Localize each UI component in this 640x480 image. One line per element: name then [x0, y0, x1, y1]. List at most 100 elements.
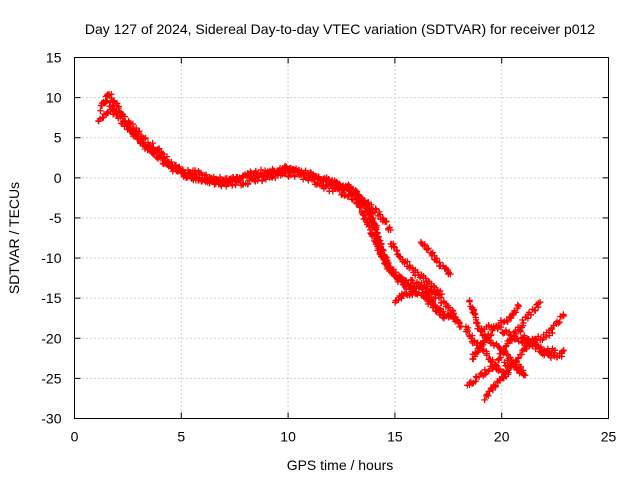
- y-tick-label: 10: [46, 90, 62, 106]
- y-tick-label: 0: [54, 170, 62, 186]
- data-point: [492, 361, 499, 368]
- data-point: [392, 268, 399, 276]
- data-point: [496, 365, 504, 373]
- data-point: [356, 204, 363, 211]
- data-point: [494, 325, 502, 332]
- y-tick-label: -15: [41, 290, 61, 306]
- data-point: [473, 319, 480, 326]
- data-point: [497, 323, 505, 331]
- data-point: [401, 259, 408, 267]
- satellite-track: [423, 290, 461, 325]
- data-point: [405, 281, 412, 288]
- data-point: [385, 259, 392, 267]
- data-point: [481, 396, 488, 404]
- data-point: [512, 309, 519, 316]
- data-point: [489, 326, 496, 333]
- data-point: [379, 246, 386, 253]
- data-point: [109, 102, 117, 109]
- data-point: [206, 179, 213, 187]
- data-point: [493, 362, 500, 369]
- y-tick-label: 15: [46, 50, 62, 66]
- data-point: [512, 363, 519, 370]
- data-point: [368, 201, 375, 209]
- data-point: [142, 134, 149, 142]
- data-point: [413, 288, 420, 295]
- x-axis-label: GPS time / hours: [287, 457, 394, 473]
- data-point: [421, 242, 428, 249]
- data-point: [183, 173, 190, 180]
- y-tick-labels: 15 10 5 0 -5 -10 -15 -20 -25 -30: [41, 50, 61, 427]
- data-point: [358, 208, 366, 215]
- x-tick-label: 20: [494, 429, 510, 445]
- data-point: [102, 98, 110, 106]
- data-point: [514, 301, 521, 309]
- data-point: [136, 128, 143, 135]
- data-point: [453, 317, 461, 324]
- data-point: [531, 307, 539, 314]
- x-tick-labels: 0 5 10 15 20 25: [71, 429, 617, 445]
- satellite-track: [501, 359, 529, 379]
- data-point: [497, 354, 504, 361]
- data-point: [179, 167, 187, 174]
- data-point: [504, 318, 511, 326]
- data-point: [474, 319, 481, 327]
- data-point: [336, 182, 344, 189]
- data-point: [425, 293, 432, 300]
- data-point: [551, 347, 559, 354]
- data-point: [521, 332, 528, 339]
- data-point: [415, 280, 422, 288]
- data-point: [373, 226, 380, 233]
- data-point: [429, 249, 436, 256]
- data-point: [560, 312, 567, 320]
- data-point: [390, 243, 397, 250]
- x-tick-label: 0: [71, 429, 79, 445]
- data-point: [126, 119, 133, 126]
- data-point: [536, 298, 544, 306]
- data-point: [474, 349, 482, 356]
- data-point: [442, 265, 450, 272]
- data-point: [257, 166, 265, 174]
- data-point: [312, 173, 319, 180]
- tick-marks: [74, 57, 609, 419]
- data-point: [423, 290, 431, 297]
- data-point: [508, 315, 515, 322]
- data-point: [501, 359, 508, 366]
- data-point: [115, 103, 122, 110]
- satellite-track: [517, 311, 567, 345]
- data-point: [366, 204, 373, 212]
- data-point: [129, 120, 137, 128]
- data-point: [468, 380, 476, 387]
- data-point: [466, 298, 473, 305]
- data-point: [527, 311, 535, 318]
- data-point: [396, 273, 403, 280]
- data-point: [403, 290, 410, 298]
- y-tick-label: -30: [41, 411, 61, 427]
- data-point: [371, 235, 378, 243]
- data-point: [275, 168, 282, 176]
- data-point: [375, 245, 382, 252]
- data-point: [323, 177, 330, 184]
- y-tick-label: -25: [41, 370, 61, 386]
- data-point: [509, 311, 516, 319]
- data-point: [507, 332, 514, 339]
- data-point: [531, 335, 539, 343]
- data-point: [501, 346, 508, 354]
- data-point: [518, 351, 525, 358]
- satellite-track: [526, 339, 567, 362]
- data-point: [202, 171, 210, 178]
- data-point: [468, 332, 476, 339]
- x-tick-label: 25: [601, 429, 617, 445]
- data-point: [211, 181, 218, 188]
- data-point: [521, 371, 529, 379]
- data-point: [464, 327, 471, 335]
- data-point: [535, 333, 542, 340]
- y-tick-label: -10: [41, 250, 61, 266]
- data-point: [422, 274, 429, 282]
- data-point: [232, 181, 239, 189]
- data-point: [485, 367, 493, 374]
- data-point: [402, 277, 410, 284]
- data-point: [483, 335, 490, 343]
- data-point: [163, 153, 171, 160]
- data-point: [425, 245, 432, 252]
- data-point: [361, 215, 369, 222]
